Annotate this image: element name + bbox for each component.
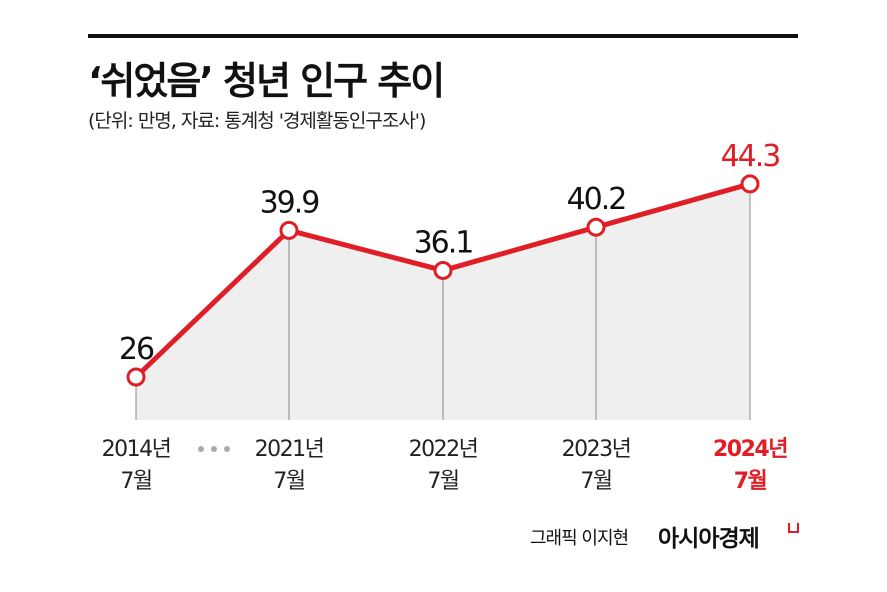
data-point bbox=[279, 220, 299, 240]
axis-break-dot bbox=[211, 446, 217, 452]
x-tick-label: 2024년 bbox=[713, 437, 787, 462]
data-label: 40.2 bbox=[567, 182, 626, 217]
x-tick-label: 7월 bbox=[120, 469, 151, 494]
data-label: 26 bbox=[119, 332, 154, 367]
top-rule bbox=[88, 34, 798, 38]
graphic-credit: 그래픽 이지현 bbox=[530, 528, 629, 549]
x-tick-label: 2022년 bbox=[409, 437, 478, 462]
chart-subtitle: (단위: 만명, 자료: 통계청 '경제활동인구조사') bbox=[88, 110, 426, 132]
x-tick-label: 2014년 bbox=[102, 437, 171, 462]
x-tick-label: 2023년 bbox=[562, 437, 631, 462]
brand-mark-icon bbox=[788, 523, 799, 533]
axis-break-dot bbox=[224, 446, 230, 452]
x-tick-label: 2021년 bbox=[255, 437, 324, 462]
x-tick-label: 7월 bbox=[427, 469, 458, 494]
data-label: 39.9 bbox=[260, 185, 319, 220]
chart-title: ‘쉬었음’ 청년 인구 추이 bbox=[88, 59, 445, 103]
axis-break-dot bbox=[198, 446, 204, 452]
data-point bbox=[586, 217, 606, 237]
x-tick-label: 7월 bbox=[273, 469, 304, 494]
data-label: 36.1 bbox=[414, 225, 473, 260]
data-label: 44.3 bbox=[721, 139, 780, 174]
brand-logo: 아시아경제 bbox=[658, 526, 760, 552]
data-point bbox=[126, 367, 146, 387]
data-point bbox=[740, 174, 760, 194]
x-tick-label: 7월 bbox=[580, 469, 611, 494]
data-point bbox=[433, 260, 453, 280]
x-tick-label: 7월 bbox=[734, 469, 767, 494]
